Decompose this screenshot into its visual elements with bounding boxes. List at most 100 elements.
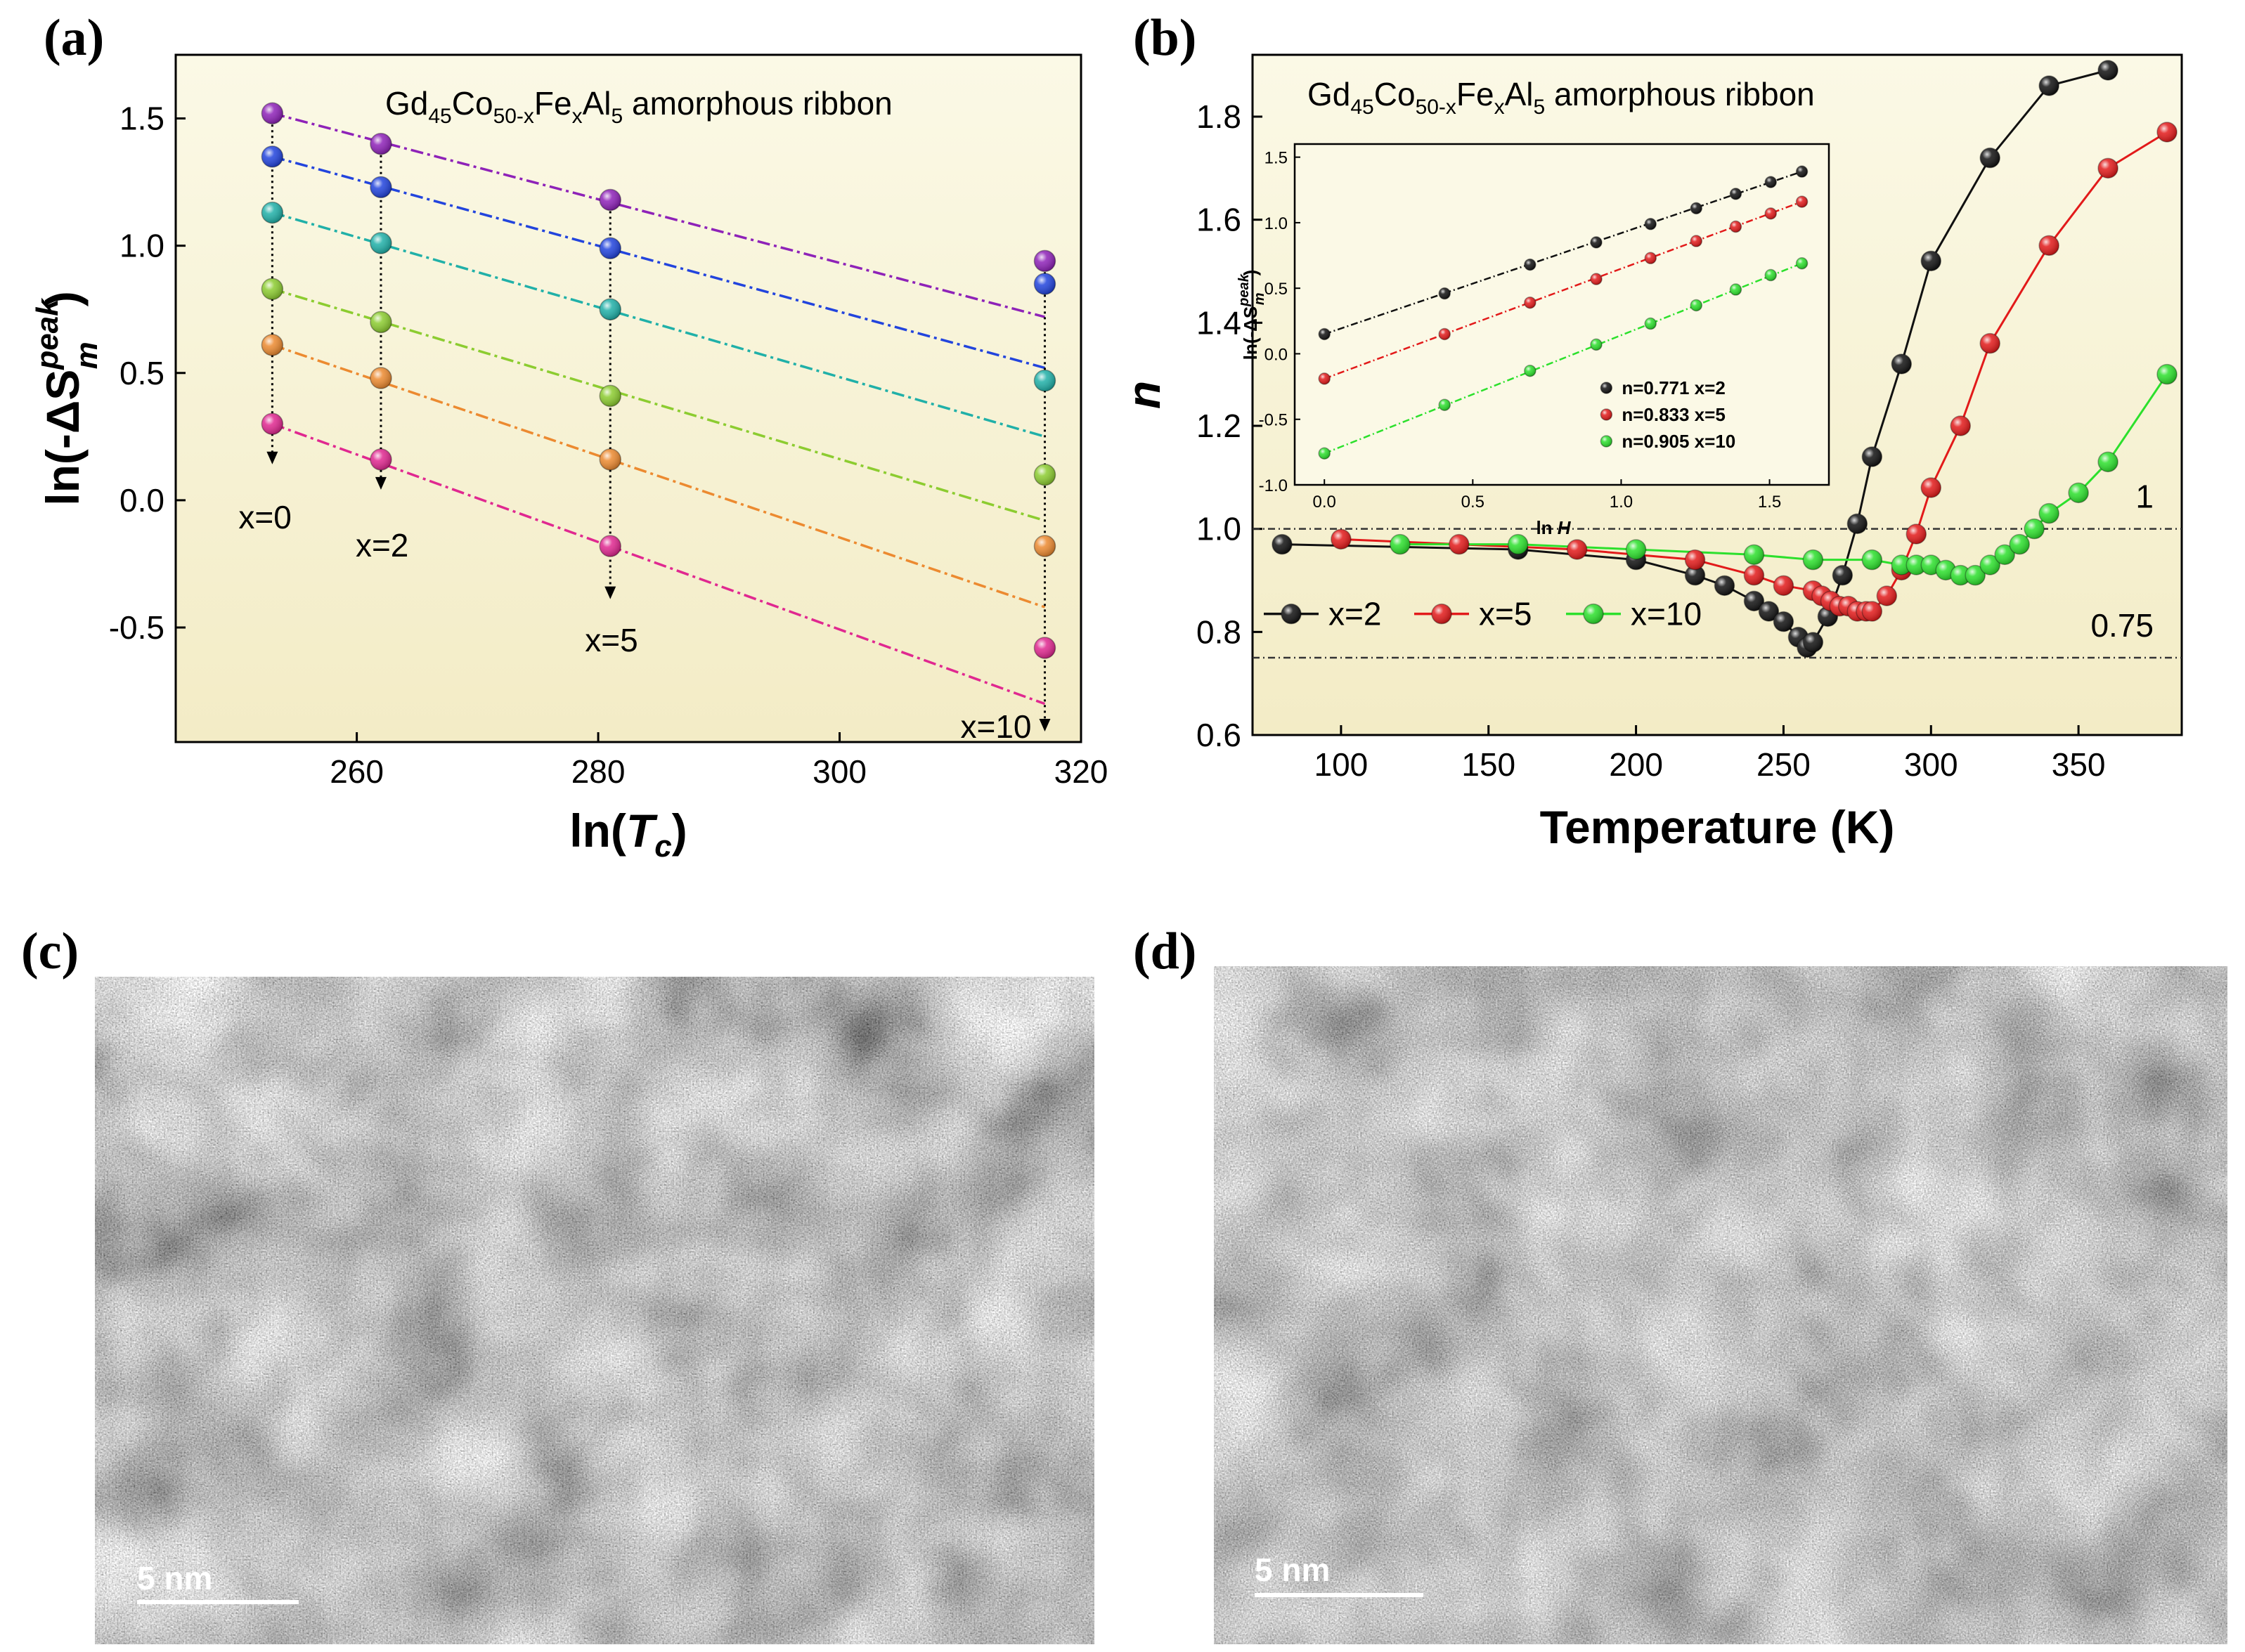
b-point bbox=[1802, 632, 1824, 653]
panel-a-arrows: x=0 x=2 x=5 x=10 bbox=[238, 113, 1051, 745]
panel-a-ylabel: ln(-ΔSpeak m) bbox=[30, 291, 104, 505]
a-point-shine bbox=[261, 103, 283, 124]
inset-ytick-label: -0.5 bbox=[1259, 411, 1288, 430]
inset-point bbox=[1524, 364, 1536, 377]
b-point bbox=[1965, 564, 1986, 586]
a-fit-line bbox=[271, 112, 1045, 318]
a-fit-line bbox=[271, 155, 1045, 370]
a-fit-line bbox=[271, 287, 1045, 522]
b-point-shine bbox=[1626, 540, 1646, 559]
b-xtick-label: 350 bbox=[2052, 746, 2106, 783]
inset-ytick-label: 1.0 bbox=[1264, 214, 1288, 233]
b-xtick-label: 300 bbox=[1904, 746, 1958, 783]
inset-point-shine bbox=[1730, 188, 1742, 200]
a-point-shine bbox=[370, 233, 392, 254]
b-ytick-label: 1.2 bbox=[1196, 408, 1241, 444]
b-point bbox=[1979, 554, 2000, 575]
inset-point bbox=[1795, 195, 1809, 208]
inset-point bbox=[1524, 296, 1536, 309]
b-point bbox=[1950, 564, 1971, 586]
tem-texture-d bbox=[1214, 966, 2227, 1644]
b-point bbox=[1773, 611, 1794, 632]
inset-fit-line bbox=[1324, 262, 1803, 455]
tem-texture-c bbox=[95, 977, 1094, 1644]
inset-point-shine bbox=[1690, 299, 1702, 311]
a-point bbox=[1033, 637, 1056, 659]
scale-bar-d-label: 5 nm bbox=[1255, 1552, 1330, 1588]
inset-point bbox=[1729, 283, 1742, 296]
a-point-shine bbox=[370, 133, 392, 155]
b-point bbox=[1832, 564, 1853, 586]
inset-point-shine bbox=[1524, 365, 1536, 377]
b-point bbox=[1861, 446, 1883, 467]
a-ytick-label: 1.5 bbox=[119, 100, 164, 137]
b-legend-marker-shine bbox=[1584, 604, 1603, 624]
inset-point-shine bbox=[1645, 218, 1657, 230]
panel-a-title: Gd45Co50-xFexAl5 amorphous ribbon bbox=[385, 85, 893, 128]
b-point-shine bbox=[2024, 519, 2045, 539]
inset-point-shine bbox=[1765, 176, 1777, 188]
panel-b-series bbox=[1272, 60, 2178, 658]
b-point-shine bbox=[1980, 148, 2000, 168]
b-point bbox=[1920, 477, 1942, 498]
b-point-shine bbox=[1995, 545, 2015, 565]
a-point bbox=[370, 176, 392, 199]
b-point bbox=[2038, 502, 2059, 524]
b-point-shine bbox=[2069, 483, 2089, 503]
b-point bbox=[1625, 539, 1647, 560]
inset-point-shine bbox=[1439, 399, 1451, 411]
a-point-shine bbox=[261, 278, 283, 300]
b-point bbox=[1920, 250, 1942, 272]
b-point bbox=[1891, 353, 1913, 375]
b-point-shine bbox=[1906, 524, 1927, 544]
inset-legend-marker bbox=[1600, 408, 1613, 421]
inset-point-shine bbox=[1439, 328, 1451, 340]
a-point bbox=[599, 188, 621, 212]
panel-d-label: (d) bbox=[1133, 923, 1196, 980]
inset-point bbox=[1690, 235, 1703, 247]
b-point-shine bbox=[1950, 565, 1971, 585]
b-legend-label: x=5 bbox=[1479, 596, 1532, 632]
b-ytick-label: 1.4 bbox=[1196, 304, 1241, 341]
b-point bbox=[1758, 601, 1780, 622]
b-point-shine bbox=[2157, 364, 2178, 384]
inset-legend-marker-shine bbox=[1600, 435, 1612, 447]
a-point-shine bbox=[370, 311, 392, 333]
inset-point bbox=[1644, 252, 1657, 265]
inset-legend-label: n=0.905 x=10 bbox=[1622, 431, 1735, 452]
b-point-shine bbox=[1744, 545, 1764, 565]
inset-point bbox=[1524, 258, 1536, 271]
inset-point bbox=[1318, 327, 1331, 341]
inset-point-shine bbox=[1690, 235, 1702, 247]
a-point bbox=[599, 535, 621, 557]
inset-legend-marker bbox=[1600, 382, 1613, 394]
b-point-shine bbox=[1744, 591, 1764, 611]
b-point bbox=[1846, 513, 1868, 535]
a-fit-line bbox=[271, 211, 1045, 438]
inset-ylabel: ln(-ΔSpeakm) bbox=[1236, 270, 1267, 360]
b-xtick-label: 200 bbox=[1609, 746, 1663, 783]
b-point bbox=[2068, 482, 2089, 504]
inset-point bbox=[1438, 327, 1451, 341]
b-point-shine bbox=[1877, 586, 1897, 606]
b-point bbox=[1449, 533, 1470, 555]
b-point bbox=[1773, 575, 1794, 597]
inset-ytick-label: 0.5 bbox=[1264, 280, 1288, 299]
a-point-shine bbox=[600, 189, 621, 211]
inset-xlabel: ln H bbox=[1536, 517, 1571, 538]
b-point-shine bbox=[1862, 601, 1882, 621]
b-ytick-label: 1.0 bbox=[1196, 511, 1241, 547]
panel-c-label: (c) bbox=[21, 923, 79, 980]
inset-point bbox=[1729, 188, 1742, 200]
inset-point-shine bbox=[1765, 207, 1777, 219]
a-arrow-label: x=5 bbox=[585, 622, 638, 658]
panel-a-label: (a) bbox=[44, 9, 104, 67]
inset-ytick-label: 0.0 bbox=[1264, 345, 1288, 364]
b-point bbox=[1950, 415, 1971, 436]
panel-a-plot-area bbox=[174, 53, 1082, 743]
inset-point-shine bbox=[1319, 372, 1331, 384]
a-point-shine bbox=[261, 202, 283, 223]
b-point-shine bbox=[2039, 503, 2059, 523]
inset-xtick-label: 1.0 bbox=[1610, 493, 1633, 512]
b-point bbox=[1802, 549, 1824, 571]
